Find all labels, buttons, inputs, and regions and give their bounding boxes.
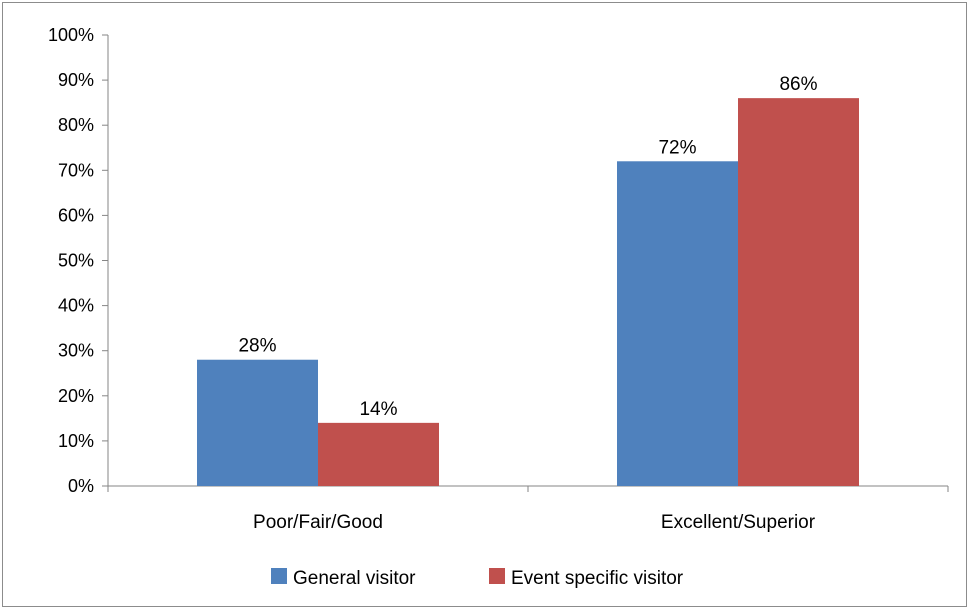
data-label: 28%: [238, 336, 276, 357]
legend-swatch: [271, 568, 287, 584]
y-tick-label: 90%: [58, 70, 94, 90]
y-tick-label: 30%: [58, 341, 94, 361]
category-labels: Poor/Fair/Good Excellent/Superior: [253, 512, 816, 533]
data-labels: 28% 14% 72% 86%: [238, 74, 817, 420]
bar: [318, 422, 439, 486]
x-category-label: Poor/Fair/Good: [253, 512, 383, 533]
y-tick-label: 100%: [48, 25, 94, 45]
legend-label: General visitor: [293, 568, 416, 589]
y-tick-label: 60%: [58, 205, 94, 225]
data-label: 86%: [779, 74, 817, 95]
bar: [617, 161, 738, 486]
bars: [197, 98, 859, 486]
x-category-label: Excellent/Superior: [661, 512, 816, 533]
legend-label: Event specific visitor: [511, 568, 684, 589]
y-tick-label: 70%: [58, 160, 94, 180]
data-label: 72%: [658, 137, 696, 158]
bar: [738, 98, 859, 486]
y-tick-label: 0%: [68, 476, 94, 496]
legend-swatch: [489, 568, 505, 584]
bar: [197, 359, 318, 486]
legend: General visitor Event specific visitor: [271, 568, 684, 589]
y-tick-label: 20%: [58, 386, 94, 406]
y-tick-label: 10%: [58, 431, 94, 451]
y-tick-label: 80%: [58, 115, 94, 135]
data-label: 14%: [359, 399, 397, 420]
y-tick-label: 40%: [58, 296, 94, 316]
y-tick-label: 50%: [58, 251, 94, 271]
y-axis-ticks: 0% 10% 20% 30% 40% 50% 60% 70% 80% 90% 100%: [48, 25, 108, 496]
